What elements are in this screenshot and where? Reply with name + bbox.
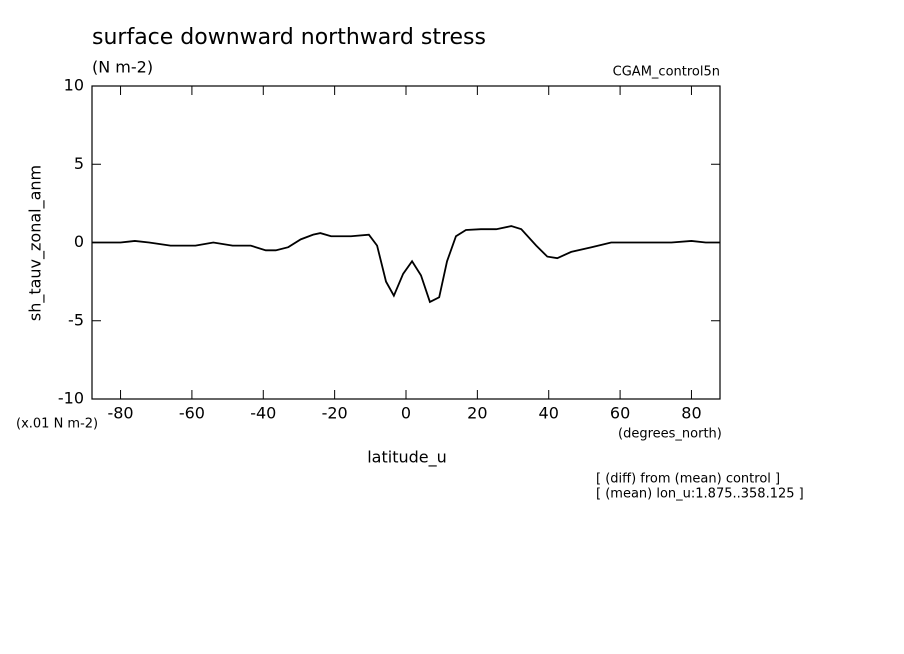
x-units: (degrees_north): [618, 427, 722, 442]
x-tick-label: -60: [179, 404, 205, 423]
annotation: [ (mean) lon_u:1.875..358.125 ]: [596, 487, 804, 502]
x-tick-label: 0: [401, 404, 411, 423]
x-tick-label: 40: [539, 404, 559, 423]
y-tick-label: -5: [68, 310, 84, 329]
y-tick-label: 0: [74, 232, 84, 251]
data-line: [92, 225, 720, 304]
x-tick-label: -40: [250, 404, 276, 423]
y-units: (x.01 N m-2): [16, 417, 98, 432]
y-tick-label: -10: [58, 389, 84, 408]
y-tick-label: 5: [74, 154, 84, 173]
x-tick-label: -20: [322, 404, 348, 423]
dataset-label: CGAM_control5n: [613, 65, 720, 80]
x-axis-label: latitude_u: [367, 448, 447, 468]
x-tick-label: 60: [610, 404, 630, 423]
x-tick-label: 20: [467, 404, 487, 423]
annotation: [ (diff) from (mean) control ]: [596, 472, 780, 487]
chart-title: surface downward northward stress: [92, 25, 486, 50]
chart-subtitle: (N m-2): [92, 58, 153, 77]
x-tick-label: 80: [681, 404, 701, 423]
y-axis-label: sh_tauv_zonal_anm: [26, 165, 46, 321]
x-tick-label: -80: [107, 404, 133, 423]
y-tick-label: 10: [64, 76, 84, 95]
